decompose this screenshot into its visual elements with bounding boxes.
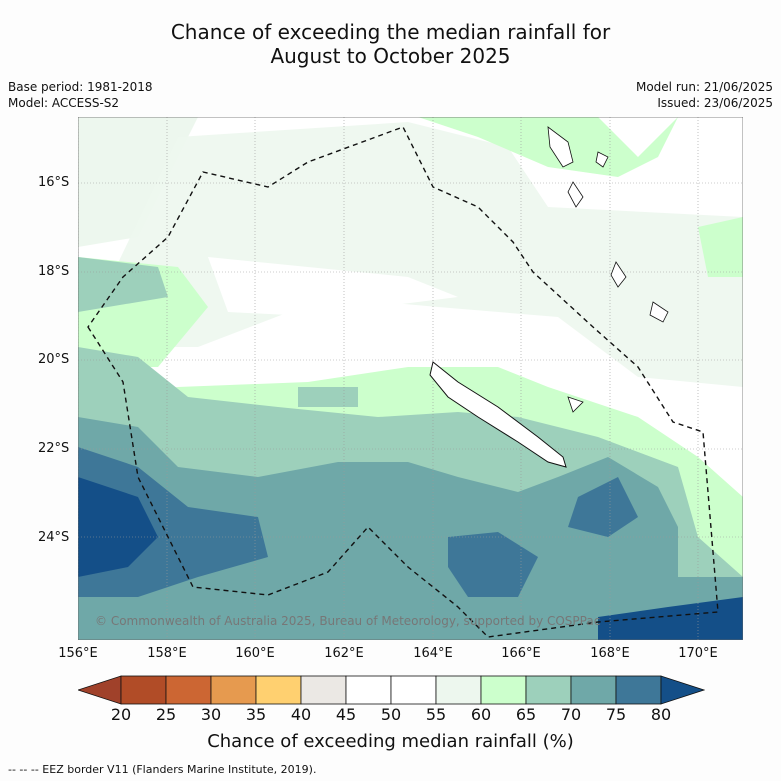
colorbar-tick-30: 30: [200, 705, 222, 724]
lat-label-20s: 20°S: [38, 352, 70, 367]
region-above-80-west: [78, 477, 158, 577]
colorbar-tick-65: 65: [515, 705, 537, 724]
colorbar-extend-low: [78, 675, 122, 705]
eez-border: [87, 126, 719, 638]
region-55-60-central: [78, 122, 743, 387]
copyright-notice: © Commonwealth of Australia 2025, Bureau…: [95, 614, 601, 628]
lon-label-160e: 160°E: [235, 646, 275, 661]
colorbar-cell: [210, 675, 257, 705]
colorbar-title: Chance of exceeding median rainfall (%): [207, 731, 574, 752]
rainfall-map: [78, 117, 743, 640]
colorbar-extend-high: [660, 675, 705, 705]
colorbar-tick-75: 75: [605, 705, 627, 724]
issued-date: Issued: 23/06/2025: [657, 96, 773, 110]
region-60-65-north: [418, 117, 678, 177]
map-title-line-2: August to October 2025: [270, 44, 511, 68]
vanuatu-islands: [547, 126, 669, 413]
lat-label-18s: 18°S: [38, 264, 70, 279]
colorbar-cell: [120, 675, 167, 705]
colorbar-tick-70: 70: [560, 705, 582, 724]
colorbar-cell: [435, 675, 482, 705]
region-above-80-southeast: [598, 597, 743, 640]
region-75-80-east: [568, 477, 638, 537]
new-caledonia-island: [429, 361, 567, 468]
map-title-line-1: Chance of exceeding the median rainfall …: [170, 20, 611, 44]
colorbar-cell: [345, 675, 392, 705]
region-55-60-nw: [78, 117, 198, 247]
base-period: Base period: 1981-2018: [8, 80, 153, 94]
lat-label-24s: 24°S: [38, 530, 70, 545]
colorbar-cell: [615, 675, 662, 705]
region-65-70-patch: [298, 387, 358, 407]
region-70-75: [78, 417, 743, 640]
colorbar-cell: [480, 675, 527, 705]
colorbar-cell: [525, 675, 572, 705]
lon-label-166e: 166°E: [501, 646, 541, 661]
region-50-55-center2: [308, 267, 458, 307]
colorbar-tick-50: 50: [380, 705, 402, 724]
colorbar-cell: [255, 675, 302, 705]
colorbar-tick-35: 35: [245, 705, 267, 724]
colorbar: [78, 675, 705, 705]
colorbar-tick-25: 25: [155, 705, 177, 724]
colorbar-tick-40: 40: [290, 705, 312, 724]
colorbar-tick-60: 60: [470, 705, 492, 724]
colorbar-tick-55: 55: [425, 705, 447, 724]
colorbar-cell: [300, 675, 347, 705]
lat-label-22s: 22°S: [38, 441, 70, 456]
lon-label-156e: 156°E: [58, 646, 98, 661]
region-60-65-east: [698, 217, 743, 277]
colorbar-cell: [165, 675, 212, 705]
lon-label-164e: 164°E: [413, 646, 453, 661]
lat-label-16s: 16°S: [38, 175, 70, 190]
lon-label-158e: 158°E: [147, 646, 187, 661]
model-name: Model: ACCESS-S2: [8, 96, 120, 110]
colorbar-tick-45: 45: [335, 705, 357, 724]
region-75-80-center: [448, 532, 538, 597]
region-65-70-west: [78, 257, 168, 312]
lon-label-168e: 168°E: [590, 646, 630, 661]
colorbar-cell: [570, 675, 617, 705]
colorbar-tick-20: 20: [110, 705, 132, 724]
colorbar-cell: [390, 675, 437, 705]
lon-label-162e: 162°E: [324, 646, 364, 661]
model-run: Model run: 21/06/2025: [635, 80, 773, 94]
region-50-55-center: [208, 257, 378, 317]
lon-label-170e: 170°E: [678, 646, 718, 661]
colorbar-tick-80: 80: [650, 705, 672, 724]
eez-footnote: -- -- -- EEZ border V11 (Flanders Marine…: [8, 763, 317, 776]
